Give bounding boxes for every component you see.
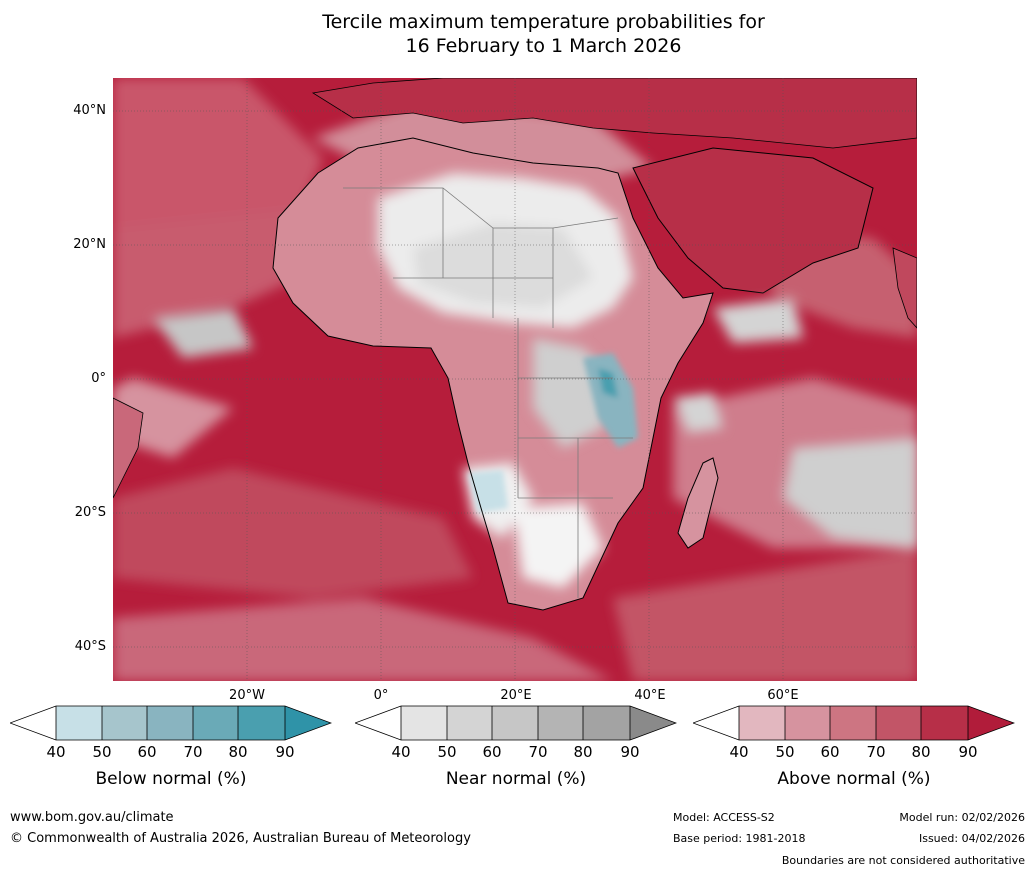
model-text: Model: ACCESS-S2 [673,811,775,824]
near-normal-ocean [153,298,917,548]
lon-label-40e: 40°E [634,688,666,703]
below-swatch-4 [193,706,238,740]
near-normal-colorbar [355,705,677,741]
graticule [113,78,917,681]
near-swatch-5 [583,706,630,740]
above-tick-70: 70 [866,743,886,761]
title-line-1: Tercile maximum temperature probabilitie… [322,11,765,33]
country-borders [343,187,633,598]
below-swatch-6 [285,706,331,740]
lat-label-20s: 20°S [74,505,106,520]
below-tick-80: 80 [228,743,248,761]
above-swatch-4 [876,706,921,740]
title-line-2: 16 February to 1 March 2026 [405,35,682,57]
below-swatch-0 [10,706,56,740]
above-swatch-1 [739,706,785,740]
below-tick-50: 50 [92,743,112,761]
near-tick-70: 70 [528,743,548,761]
africa-landmass [272,137,714,611]
below-tick-60: 60 [137,743,157,761]
europe-landmass [311,78,917,149]
map-title: Tercile maximum temperature probabilitie… [0,10,1035,58]
near-swatch-0 [355,706,401,740]
above-swatch-2 [785,706,830,740]
above-tick-90: 90 [958,743,978,761]
near-swatch-6 [630,706,676,740]
below-normal-colorbar [10,705,332,741]
above-tick-50: 50 [775,743,795,761]
lon-label-20e: 20°E [500,688,532,703]
model-run-text: Model run: 02/02/2026 [899,811,1025,824]
probability-map [113,78,917,681]
near-normal-label: Near normal (%) [445,769,587,789]
below-swatch-5 [238,706,285,740]
near-tick-50: 50 [437,743,457,761]
below-tick-40: 40 [46,743,66,761]
near-tick-40: 40 [391,743,411,761]
website-link[interactable]: www.bom.gov.au/climate [10,810,174,825]
below-tick-90: 90 [275,743,295,761]
lat-label-20n: 20°N [73,237,106,252]
near-swatch-3 [492,706,538,740]
near-swatch-1 [401,706,447,740]
near-swatch-2 [447,706,492,740]
above-tick-40: 40 [729,743,749,761]
below-swatch-1 [56,706,102,740]
base-period-text: Base period: 1981-2018 [673,832,806,845]
lat-label-equator: 0° [91,371,106,386]
above-swatch-0 [693,706,739,740]
above-swatch-3 [830,706,876,740]
disclaimer-text: Boundaries are not considered authoritat… [781,854,1025,867]
issued-text: Issued: 04/02/2026 [918,832,1025,845]
madagascar-landmass [677,457,719,549]
lon-label-20w: 20°W [229,688,265,703]
lat-label-40s: 40°S [74,639,106,654]
south-america-landmass [113,397,144,499]
lat-label-40n: 40°N [73,103,106,118]
arabia-landmass [632,147,874,294]
above-normal-colorbar [693,705,1015,741]
above-swatch-5 [921,706,968,740]
above-tick-60: 60 [820,743,840,761]
copyright-text: © Commonwealth of Australia 2026, Austra… [10,831,471,846]
near-swatch-4 [538,706,583,740]
map-svg [113,78,917,681]
below-swatch-2 [102,706,147,740]
below-tick-70: 70 [183,743,203,761]
lon-label-0: 0° [373,688,389,703]
above-tick-80: 80 [911,743,931,761]
near-tick-60: 60 [482,743,502,761]
lon-label-60e: 60°E [767,688,799,703]
near-tick-90: 90 [620,743,640,761]
below-swatch-3 [147,706,193,740]
below-normal-label: Below normal (%) [95,769,247,789]
india-landmass [892,247,917,329]
above-normal-label: Above normal (%) [777,769,931,789]
above-swatch-6 [968,706,1014,740]
near-tick-80: 80 [573,743,593,761]
